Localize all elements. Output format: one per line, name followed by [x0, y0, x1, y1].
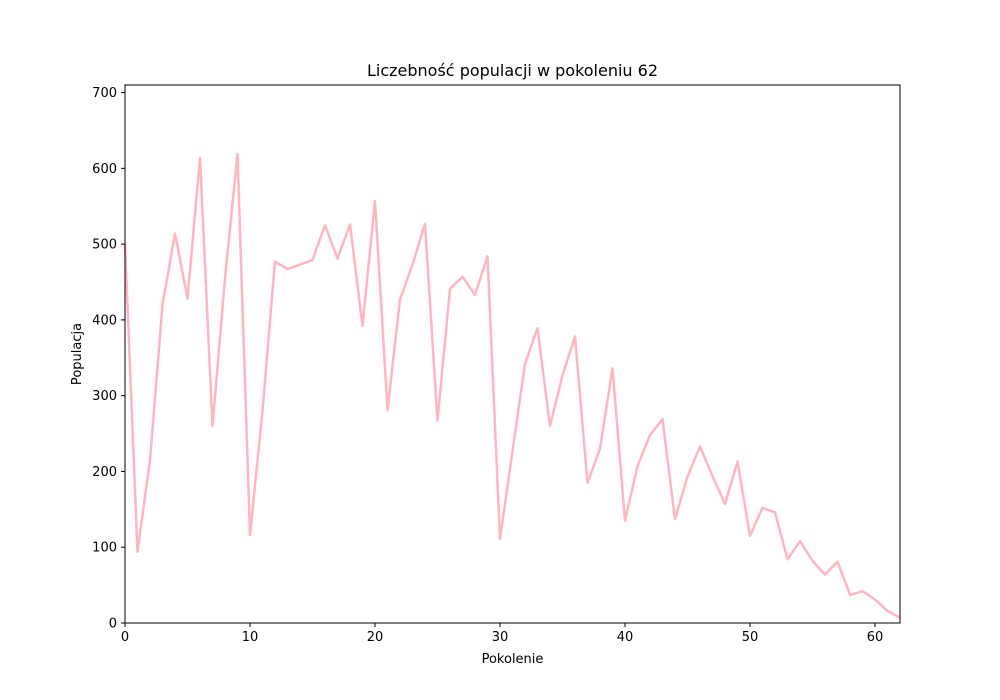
y-tick-label: 600: [92, 162, 117, 177]
series-line-0: [123, 152, 901, 619]
plot-area: [123, 84, 901, 624]
y-tick-label: 0: [109, 617, 117, 632]
series-layer: [123, 152, 901, 619]
x-tick-label: 30: [492, 630, 509, 645]
x-tick-label: 50: [742, 630, 759, 645]
y-axis-label: Populacja: [70, 323, 85, 385]
chart-title: Liczebność populacji w pokoleniu 62: [367, 61, 658, 80]
x-tick-label: 40: [617, 630, 634, 645]
y-axis-ticks: 0 100 200 300 400 500 600 700: [92, 86, 125, 632]
x-tick-label: 20: [367, 630, 384, 645]
x-axis-label: Pokolenie: [482, 652, 544, 667]
y-tick-label: 200: [92, 465, 117, 480]
y-tick-label: 500: [92, 238, 117, 253]
x-tick-label: 0: [121, 630, 129, 645]
y-tick-label: 400: [92, 313, 117, 328]
x-axis-ticks: 0 10 20 30 40 50 60: [121, 623, 883, 645]
x-tick-label: 60: [867, 630, 884, 645]
axes-frame: [124, 84, 901, 624]
y-tick-label: 700: [92, 86, 117, 101]
y-tick-label: 100: [92, 541, 117, 556]
y-tick-label: 300: [92, 389, 117, 404]
x-tick-label: 10: [242, 630, 259, 645]
